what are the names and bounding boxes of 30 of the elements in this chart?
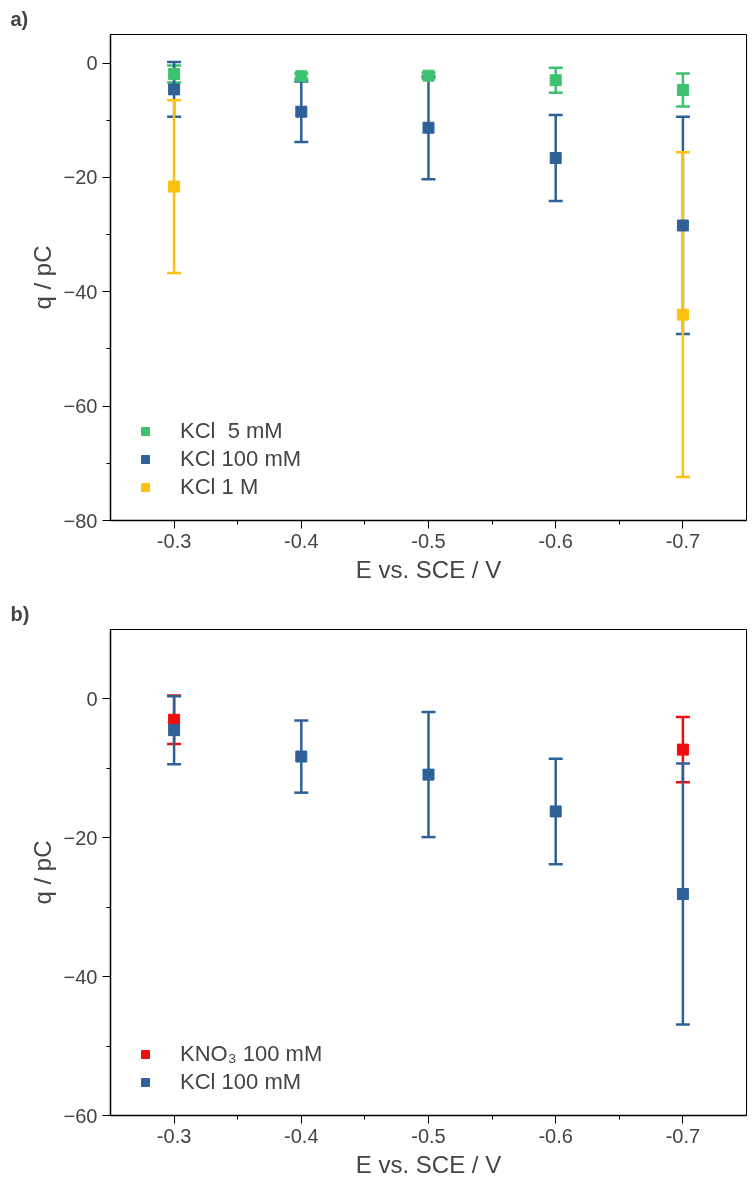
x-tick-label: -0.4 xyxy=(284,1124,319,1147)
legend-label: KCl 100 mM xyxy=(180,446,302,472)
x-tick-label: -0.5 xyxy=(411,529,446,552)
y-tick-label: 0 xyxy=(86,52,98,75)
legend-label: KCl 1 M xyxy=(180,474,259,500)
x-tick-label: -0.6 xyxy=(538,1124,573,1147)
y-tick-label: 0 xyxy=(86,687,98,710)
y-tick-label: −20 xyxy=(63,826,98,849)
chart-title: b) xyxy=(10,602,30,625)
x-axis-title: E vs. SCE / V xyxy=(355,1150,502,1178)
x-tick-label: -0.7 xyxy=(665,529,701,552)
x-axis-title: E vs. SCE / V xyxy=(355,555,502,583)
y-tick-label: −20 xyxy=(63,166,98,189)
x-tick-label: -0.7 xyxy=(665,1124,701,1147)
y-tick-label: −60 xyxy=(63,395,98,418)
legend-label: KNO₃ 100 mM xyxy=(180,1041,323,1067)
x-tick-label: -0.3 xyxy=(156,529,192,552)
y-axis-title: q / pC xyxy=(28,840,56,905)
x-tick-label: -0.4 xyxy=(284,529,319,552)
x-tick-label: -0.6 xyxy=(538,529,573,552)
legend-label: KCl 100 mM xyxy=(180,1069,302,1095)
y-tick-label: −80 xyxy=(63,509,98,532)
x-tick-label: -0.3 xyxy=(156,1124,192,1147)
chart-title: a) xyxy=(10,7,29,30)
legend-label: KCl 5 mM xyxy=(180,418,283,444)
x-tick-label: -0.5 xyxy=(411,1124,446,1147)
y-axis-title: q / pC xyxy=(28,245,56,310)
y-tick-label: −60 xyxy=(63,1104,98,1127)
y-tick-label: −40 xyxy=(63,280,98,303)
y-tick-label: −40 xyxy=(63,965,98,988)
